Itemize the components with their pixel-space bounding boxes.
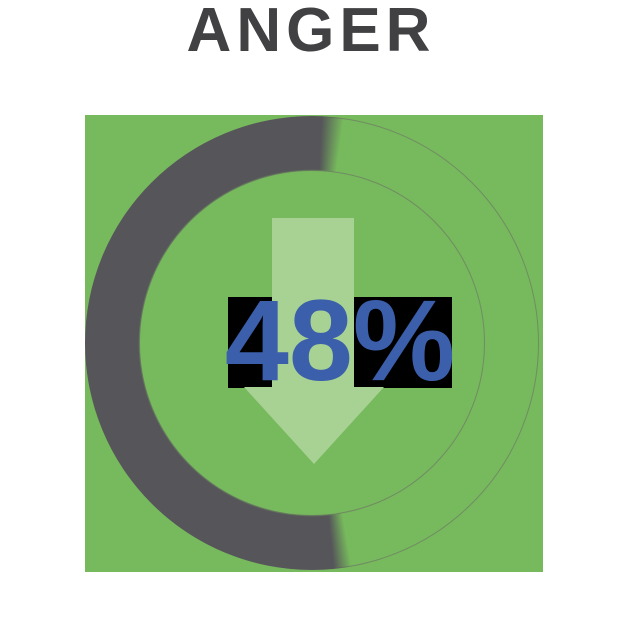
gauge-panel: 48% — [85, 115, 543, 572]
page-title: ANGER — [186, 0, 436, 65]
gauge-value: 48% — [224, 277, 456, 405]
